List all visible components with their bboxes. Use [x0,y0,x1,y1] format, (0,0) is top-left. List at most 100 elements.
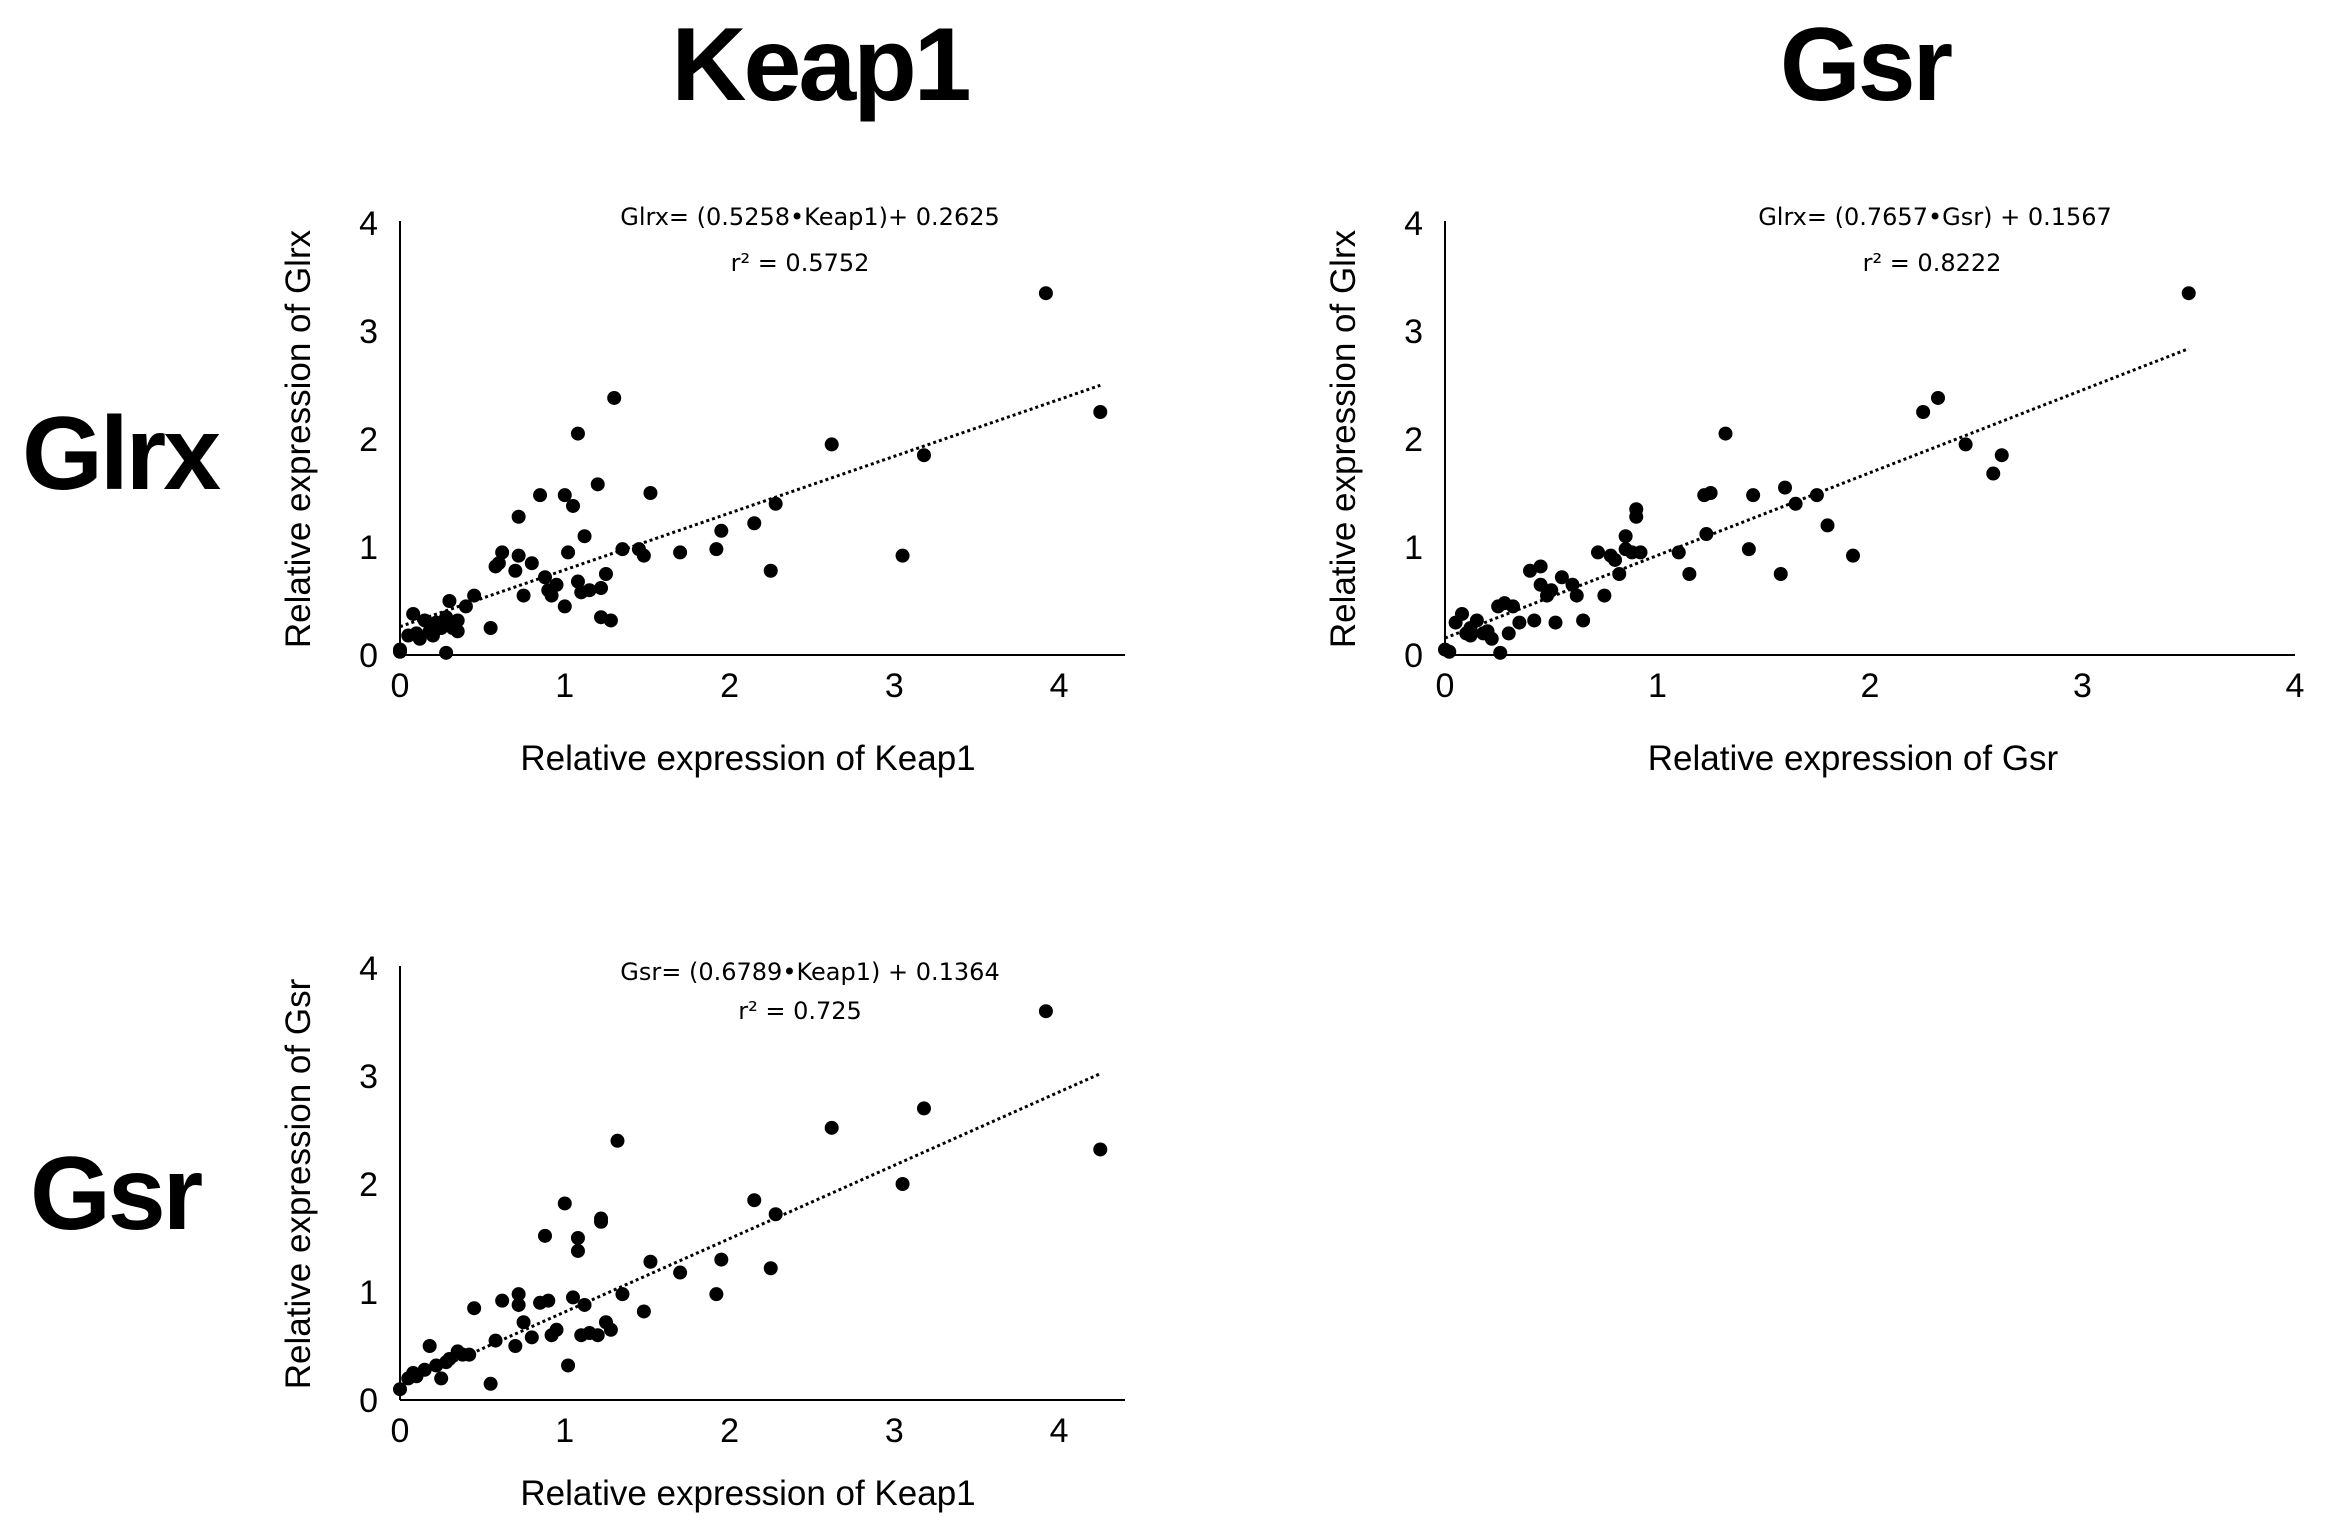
data-point [1455,606,1469,621]
data-point [598,567,613,581]
data-point [393,644,407,659]
data-point [570,574,585,589]
data-point [763,1261,778,1276]
data-point [1612,567,1627,581]
x-tick-label: 3 [885,667,904,705]
y-tick-label: 2 [359,1166,378,1204]
data-point [1746,488,1761,503]
row-title-glrx: Glrx [22,396,221,512]
data-point [709,1287,724,1302]
data-point [603,1322,618,1337]
data-point [1931,390,1945,405]
data-point [570,426,585,441]
data-point [643,486,658,500]
data-point [561,545,576,560]
data-point [1809,488,1824,503]
data-point [577,1297,592,1312]
y-tick-label: 2 [1404,421,1423,459]
regression-equation: Glrx= (0.7657•Gsr) + 0.1567 [1758,203,2112,231]
x-tick-label: 1 [1648,667,1667,705]
data-point [1569,588,1584,603]
data-point [511,1297,526,1312]
data-point [549,1322,564,1337]
data-point [1741,542,1756,557]
y-tick-label: 2 [359,421,378,459]
data-point [1916,405,1931,419]
data-point [524,1330,539,1345]
data-point [1527,613,1542,628]
data-point [1484,631,1499,646]
data-point [566,1290,581,1305]
y-axis-label: Relative expression of Glrx [279,229,318,648]
data-point [1576,613,1591,628]
data-point [1038,1004,1053,1019]
data-point [607,390,622,405]
data-point [412,631,427,646]
y-tick-label: 3 [359,1058,378,1096]
r-squared-label: r² = 0.5752 [731,249,870,277]
data-point [1633,545,1648,560]
data-point [462,1347,477,1362]
trendline [399,1072,1101,1387]
data-point [557,1196,572,1211]
data-point [1469,613,1484,628]
data-point [450,613,465,628]
data-point [1093,405,1108,419]
data-point [1682,567,1697,581]
x-tick-label: 0 [1436,667,1455,705]
data-point [417,1362,432,1377]
data-point [714,523,729,538]
x-axis-label: Relative expression of Keap1 [520,739,975,778]
data-point [673,545,688,560]
data-point [1671,545,1686,560]
data-point [1597,588,1612,603]
data-point [533,488,548,503]
x-axis-label: Relative expression of Gsr [1648,739,2059,778]
column-title-keap1: Keap1 [671,7,971,123]
data-point [763,563,778,578]
data-point [1523,563,1537,578]
data-point [615,1287,630,1302]
data-point [594,1211,609,1226]
data-point [636,1304,651,1319]
data-point [1994,448,2009,463]
data-point [1958,437,1973,452]
row-title-gsr: Gsr [30,1136,203,1252]
data-point [442,594,457,608]
data-point [1506,599,1520,614]
y-tick-label: 3 [359,313,378,351]
data-point [491,556,506,571]
data-point [561,1358,576,1373]
y-tick-label: 4 [359,205,378,243]
data-point [1554,570,1569,585]
x-axis-label: Relative expression of Keap1 [520,1474,975,1513]
data-point [434,621,449,635]
trendline [399,383,1101,629]
data-point [1699,527,1714,542]
x-tick-label: 4 [1050,1412,1069,1450]
regression-equation: Glrx= (0.5258•Keap1)+ 0.2625 [620,203,1000,231]
scatter-plot-glrx-vs-gsr: 0 1 2 3 4 0 1 2 3 4 Relative expression of Gsr Rela… [1324,203,2304,778]
data-point [557,599,572,614]
data-point [1986,466,2001,481]
data-point [483,621,498,635]
data-point [406,606,421,621]
data-point [824,437,839,452]
data-point [439,610,454,625]
scatter-plot-gsr-vs-keap1: 0 1 2 3 4 0 1 2 3 4 Relative expression of Keap1 Re… [279,950,1125,1513]
y-tick-label: 0 [359,1382,378,1420]
data-point [590,477,605,492]
data-point [590,1328,605,1343]
y-tick-label: 0 [1404,637,1423,675]
data-point [916,1101,931,1116]
data-point [1618,529,1633,544]
data-point [538,1228,552,1243]
data-point [1820,518,1835,533]
y-tick-label: 0 [359,637,378,675]
data-point [570,1243,585,1258]
data-point [1608,552,1622,567]
data-point [1773,567,1788,581]
data-point [557,488,572,503]
data-point [1846,548,1860,563]
data-point [458,599,473,614]
